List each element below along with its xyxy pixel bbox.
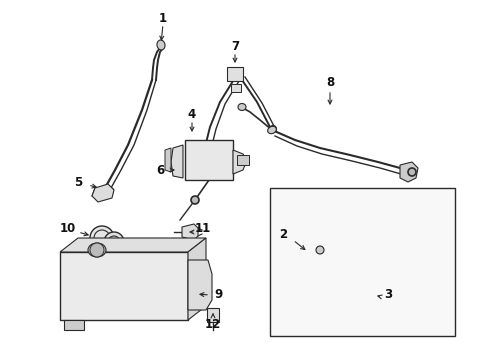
- Text: 7: 7: [231, 40, 239, 53]
- Polygon shape: [60, 238, 206, 252]
- Polygon shape: [92, 184, 114, 202]
- Text: 12: 12: [205, 318, 221, 330]
- Circle shape: [90, 226, 114, 250]
- Ellipse shape: [157, 40, 165, 50]
- Text: 2: 2: [279, 228, 287, 240]
- Circle shape: [408, 168, 416, 176]
- Text: 4: 4: [188, 108, 196, 121]
- Bar: [231, 84, 241, 92]
- Circle shape: [316, 246, 324, 254]
- Bar: [227, 67, 243, 81]
- Bar: [185, 140, 233, 180]
- Bar: [237, 155, 249, 165]
- Bar: [207, 308, 219, 322]
- Text: 8: 8: [326, 77, 334, 90]
- Polygon shape: [182, 224, 198, 240]
- Text: 3: 3: [384, 288, 392, 302]
- Text: 9: 9: [214, 288, 222, 301]
- Ellipse shape: [268, 126, 276, 134]
- Text: 11: 11: [195, 221, 211, 234]
- Text: 5: 5: [74, 175, 82, 189]
- Polygon shape: [233, 150, 247, 174]
- Text: 10: 10: [60, 221, 76, 234]
- Ellipse shape: [238, 104, 246, 111]
- Ellipse shape: [88, 243, 106, 257]
- Polygon shape: [171, 145, 183, 178]
- Circle shape: [191, 196, 199, 204]
- Circle shape: [104, 232, 124, 252]
- Polygon shape: [188, 238, 206, 320]
- Bar: [270, 188, 455, 336]
- Circle shape: [90, 243, 104, 257]
- Ellipse shape: [204, 145, 212, 153]
- Text: 1: 1: [159, 12, 167, 24]
- Polygon shape: [400, 162, 418, 182]
- Text: 6: 6: [156, 163, 164, 176]
- Polygon shape: [188, 260, 212, 310]
- Ellipse shape: [270, 126, 276, 132]
- Ellipse shape: [102, 188, 114, 197]
- Polygon shape: [165, 148, 171, 172]
- Bar: [60, 252, 188, 320]
- Bar: [64, 320, 84, 330]
